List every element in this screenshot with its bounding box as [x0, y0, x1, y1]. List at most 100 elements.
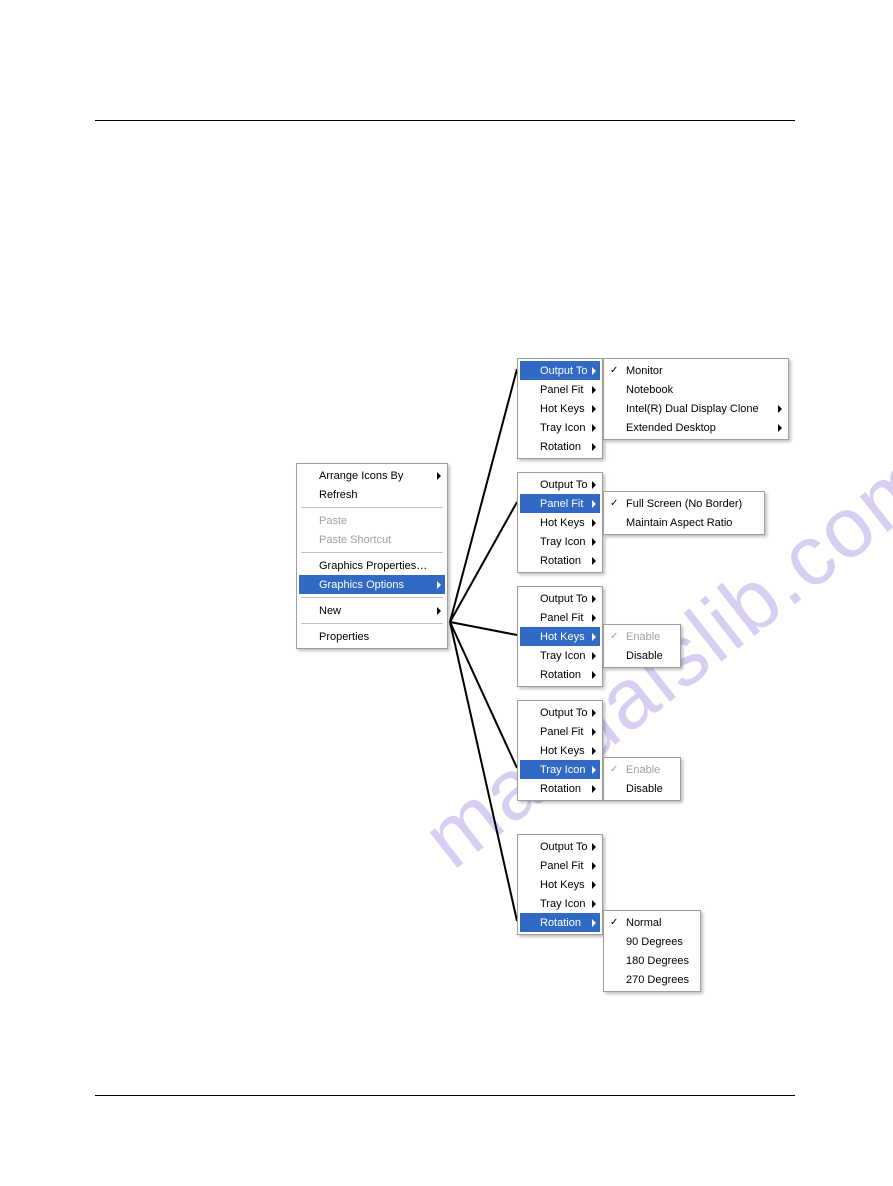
output-to-submenu[interactable]: ✓Monitor Notebook Intel(R) Dual Display Cl… — [603, 358, 789, 440]
menu-item-label: Panel Fit — [524, 384, 583, 396]
menu-item-label: Tray Icon — [524, 650, 585, 662]
menu-separator — [301, 623, 443, 624]
menu-item[interactable]: Properties — [299, 627, 445, 646]
menu-item: Paste — [299, 511, 445, 530]
menu-item-label: Hot Keys — [524, 745, 585, 757]
menu-item[interactable]: Rotation — [520, 665, 600, 684]
menu-item[interactable]: Refresh — [299, 485, 445, 504]
menu-item[interactable]: ✓Monitor — [606, 361, 786, 380]
submenu-arrow-icon — [592, 519, 596, 527]
menu-item[interactable]: Output To — [520, 589, 600, 608]
menu-item: ✓Enable — [606, 627, 678, 646]
menu-item[interactable]: Extended Desktop — [606, 418, 786, 437]
menu-item[interactable]: Maintain Aspect Ratio — [606, 513, 762, 532]
submenu-arrow-icon — [592, 614, 596, 622]
graphics-options-menu-2[interactable]: Output To Panel Fit Hot Keys Tray Icon Rotat… — [517, 472, 603, 573]
menu-item[interactable]: Tray Icon — [520, 646, 600, 665]
menu-item[interactable]: Tray Icon — [520, 760, 600, 779]
panel-fit-submenu[interactable]: ✓Full Screen (No Border) Maintain Aspect … — [603, 491, 765, 535]
menu-item[interactable]: Rotation — [520, 551, 600, 570]
menu-item[interactable]: Hot Keys — [520, 399, 600, 418]
menu-item[interactable]: Output To — [520, 475, 600, 494]
tray-icon-submenu[interactable]: ✓EnableDisable — [603, 757, 681, 801]
menu-item[interactable]: Rotation — [520, 437, 600, 456]
menu-item[interactable]: Tray Icon — [520, 418, 600, 437]
checkmark-icon: ✓ — [610, 918, 618, 928]
menu-item[interactable]: Rotation — [520, 779, 600, 798]
submenu-arrow-icon — [592, 424, 596, 432]
submenu-arrow-icon — [778, 405, 782, 413]
menu-item[interactable]: Hot Keys — [520, 513, 600, 532]
graphics-options-menu-4[interactable]: Output ToPanel Fit Hot Keys Tray Icon Rotat… — [517, 700, 603, 801]
submenu-arrow-icon — [437, 607, 441, 615]
submenu-arrow-icon — [592, 443, 596, 451]
menu-item[interactable]: Panel Fit — [520, 380, 600, 399]
menu-item-label: Hot Keys — [524, 517, 585, 529]
graphics-options-menu-5[interactable]: Output ToPanel Fit Hot Keys Tray Icon Rotat… — [517, 834, 603, 935]
menu-item[interactable]: Tray Icon — [520, 532, 600, 551]
menu-item-label: Extended Desktop — [610, 422, 716, 434]
submenu-arrow-icon — [592, 652, 596, 660]
menu-item-label: Panel Fit — [524, 498, 583, 510]
menu-item[interactable]: Notebook — [606, 380, 786, 399]
menu-item[interactable]: Panel Fit — [520, 608, 600, 627]
menu-item-label: Rotation — [524, 917, 581, 929]
menu-item[interactable]: Disable — [606, 779, 678, 798]
hot-keys-submenu[interactable]: ✓Enable Disable — [603, 624, 681, 668]
submenu-arrow-icon — [592, 862, 596, 870]
menu-item[interactable]: Graphics Properties… — [299, 556, 445, 575]
menu-item-label: Output To — [524, 593, 588, 605]
checkmark-icon: ✓ — [610, 366, 618, 376]
menu-item[interactable]: Hot Keys — [520, 875, 600, 894]
menu-item-label: Maintain Aspect Ratio — [610, 517, 732, 529]
menu-item[interactable]: Output To — [520, 703, 600, 722]
menu-item[interactable]: 90 Degrees — [606, 932, 698, 951]
menu-item[interactable]: Panel Fit — [520, 856, 600, 875]
rotation-submenu[interactable]: ✓Normal90 Degrees180 Degrees270 Degrees — [603, 910, 701, 992]
menu-item: Paste Shortcut — [299, 530, 445, 549]
submenu-arrow-icon — [592, 728, 596, 736]
menu-item-label: Intel(R) Dual Display Clone — [610, 403, 759, 415]
menu-item-label: Notebook — [610, 384, 673, 396]
menu-item[interactable]: ✓Normal — [606, 913, 698, 932]
menu-item-label: Properties — [305, 631, 369, 643]
menu-item[interactable]: Panel Fit — [520, 722, 600, 741]
submenu-arrow-icon — [592, 386, 596, 394]
menu-item[interactable]: Output To — [520, 361, 600, 380]
submenu-arrow-icon — [592, 538, 596, 546]
menu-item[interactable]: Output To — [520, 837, 600, 856]
submenu-arrow-icon — [592, 595, 596, 603]
checkmark-icon: ✓ — [610, 499, 618, 509]
menu-item-label: Tray Icon — [524, 536, 585, 548]
menu-item[interactable]: ✓Full Screen (No Border) — [606, 494, 762, 513]
submenu-arrow-icon — [592, 881, 596, 889]
checkmark-icon: ✓ — [610, 632, 618, 642]
menu-item-label: Graphics Properties… — [305, 560, 427, 572]
graphics-options-menu-1[interactable]: Output To Panel Fit Hot Keys Tray Icon Rotat… — [517, 358, 603, 459]
menu-item[interactable]: Hot Keys — [520, 741, 600, 760]
menu-item[interactable]: Rotation — [520, 913, 600, 932]
menu-item[interactable]: Disable — [606, 646, 678, 665]
graphics-options-menu-3[interactable]: Output To Panel FitHot Keys Tray Icon Rotat… — [517, 586, 603, 687]
menu-item[interactable]: New — [299, 601, 445, 620]
menu-item-label: Tray Icon — [524, 422, 585, 434]
menu-item[interactable]: 180 Degrees — [606, 951, 698, 970]
desktop-context-menu[interactable]: Arrange Icons ByRefresh Paste Paste Shortc… — [296, 463, 448, 649]
menu-separator — [301, 552, 443, 553]
menu-item[interactable]: 270 Degrees — [606, 970, 698, 989]
menu-item-label: Paste Shortcut — [305, 534, 391, 546]
menu-item[interactable]: Graphics Options — [299, 575, 445, 594]
menu-item[interactable]: Tray Icon — [520, 894, 600, 913]
menu-item[interactable]: Hot Keys — [520, 627, 600, 646]
menu-item-label: Tray Icon — [524, 764, 585, 776]
menu-item-label: Disable — [610, 650, 663, 662]
menu-item-label: Rotation — [524, 555, 581, 567]
menu-item-label: Rotation — [524, 669, 581, 681]
submenu-arrow-icon — [592, 671, 596, 679]
submenu-arrow-icon — [592, 405, 596, 413]
menu-item[interactable]: Panel Fit — [520, 494, 600, 513]
menu-item-label: Hot Keys — [524, 879, 585, 891]
menu-separator — [301, 507, 443, 508]
menu-item[interactable]: Arrange Icons By — [299, 466, 445, 485]
menu-item[interactable]: Intel(R) Dual Display Clone — [606, 399, 786, 418]
